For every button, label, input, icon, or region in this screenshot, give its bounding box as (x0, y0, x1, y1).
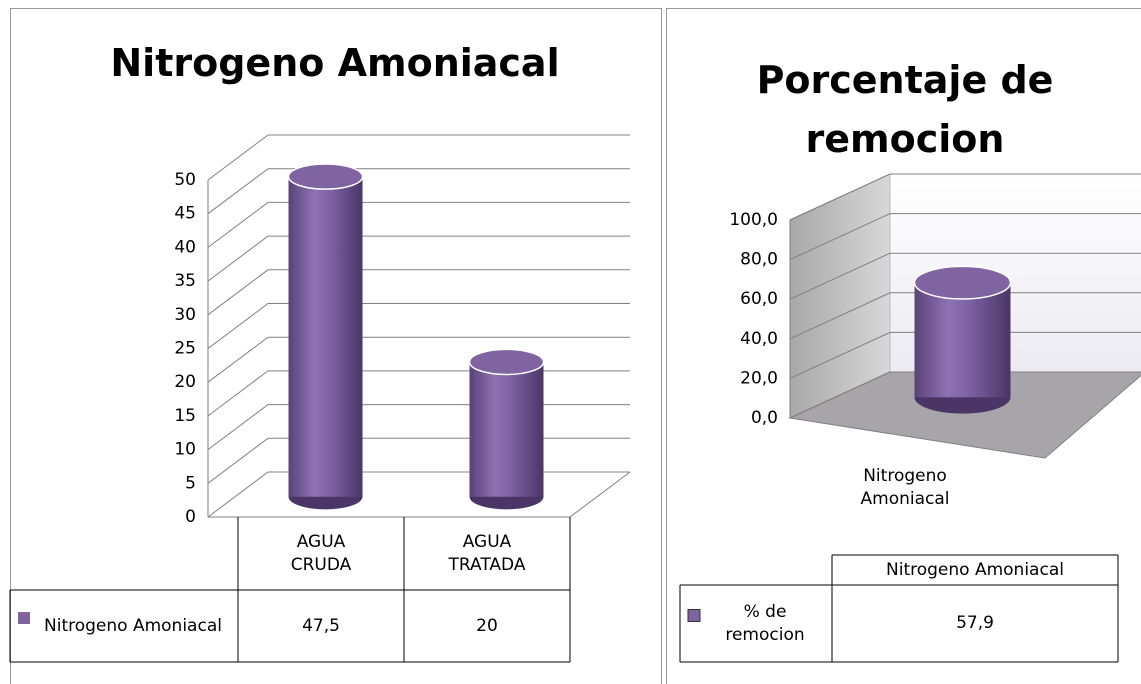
legend-swatch (18, 612, 30, 624)
grid-line (207, 370, 630, 417)
grid-line (207, 201, 630, 248)
chart-title: Porcentaje de remocion (756, 58, 1054, 161)
y-tick-label: 40,0 (740, 329, 778, 349)
panel-border (666, 8, 1141, 684)
bar-top (287, 163, 364, 190)
y-tick-label: 20 (174, 372, 196, 392)
legend-label: % de remocion (725, 601, 805, 645)
y-tick-label: 25 (174, 339, 196, 359)
y-tick-label: 20,0 (740, 368, 778, 388)
y-tick-label: 15 (174, 406, 196, 426)
grid-line (789, 371, 1141, 419)
grid-line (207, 303, 630, 349)
y-tick-label: 40 (174, 237, 196, 257)
legend-swatch (687, 609, 701, 622)
table-value: 20 (476, 615, 498, 636)
table-value: 47,5 (302, 615, 340, 636)
y-tick-label: 35 (174, 271, 196, 291)
grid-line (789, 173, 1141, 221)
grid-line (207, 471, 630, 518)
panel-border (10, 8, 662, 684)
bar-top (468, 348, 545, 376)
table-header: AGUA CRUDA (290, 531, 352, 575)
y-tick-label: 10 (174, 440, 196, 460)
y-tick-label: 60,0 (740, 289, 778, 309)
grid-line (207, 404, 630, 451)
y-tick-label: 0,0 (751, 408, 778, 428)
y-tick-label: 5 (185, 473, 196, 493)
bar-top (913, 265, 1012, 300)
grid-line (789, 292, 1141, 340)
grid-line (789, 331, 1141, 379)
table-header: Nitrogeno Amoniacal (886, 559, 1064, 580)
x-tick-label: Nitrogeno Amoniacal (860, 465, 950, 509)
grid-line (207, 437, 630, 484)
legend-label: Nitrogeno Amoniacal (44, 615, 222, 636)
table-header: AGUA TRATADA (448, 531, 526, 575)
grid-line (207, 168, 630, 215)
y-tick-label: 30 (174, 305, 196, 325)
grid-line (207, 235, 630, 282)
table-value: 57,9 (956, 613, 994, 634)
bar (469, 361, 544, 497)
y-tick-label: 80,0 (740, 250, 778, 270)
bar (288, 176, 363, 497)
grid-line (207, 134, 630, 181)
y-tick-label: 100,0 (729, 210, 778, 230)
y-tick-label: 50 (174, 170, 196, 190)
y-tick-label: 0 (185, 507, 196, 527)
bar (914, 282, 1011, 398)
grid-line (207, 336, 630, 383)
grid-line (789, 252, 1141, 300)
chart-title: Nitrogeno Amoniacal (110, 40, 560, 85)
grid-line (207, 269, 630, 316)
y-tick-label: 45 (174, 204, 196, 224)
floor-edge (208, 471, 631, 518)
grid-line (789, 213, 1141, 261)
